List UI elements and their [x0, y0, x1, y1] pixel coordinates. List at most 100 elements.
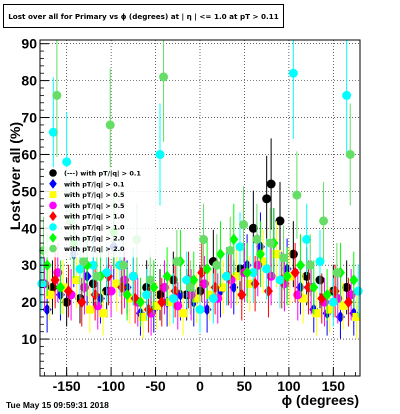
- y-tick-label: 40: [21, 220, 37, 236]
- data-point: [102, 268, 112, 278]
- legend-label: with pT/|q| > 1.0: [64, 224, 125, 233]
- timestamp: Tue May 15 09:59:31 2018: [6, 400, 109, 410]
- data-point: [165, 298, 174, 307]
- data-point: [77, 296, 87, 309]
- y-axis-title: Lost over all (%): [7, 122, 23, 230]
- data-point: [309, 281, 319, 294]
- data-point: [215, 248, 225, 261]
- data-point: [185, 282, 195, 292]
- legend-marker: [49, 232, 57, 243]
- data-point: [208, 293, 218, 303]
- data-point: [52, 90, 62, 100]
- data-point: [345, 149, 355, 159]
- data-point: [229, 233, 239, 246]
- data-point: [252, 234, 262, 244]
- legend-label: with pT/|q| > 0.5: [64, 202, 125, 211]
- data-point: [50, 274, 60, 286]
- data-point: [199, 234, 209, 244]
- data-point: [259, 257, 268, 266]
- data-point: [303, 281, 313, 294]
- data-point: [55, 281, 65, 294]
- data-point: [142, 290, 152, 300]
- legend-marker: [49, 223, 57, 231]
- data-point: [105, 120, 115, 130]
- data-point: [353, 286, 363, 296]
- marks-layer: [37, 40, 363, 339]
- y-tick-label: 90: [21, 36, 37, 52]
- data-point: [342, 90, 352, 100]
- data-point: [275, 216, 285, 226]
- data-point: [322, 288, 332, 301]
- chart-title: Lost over all for Primary vs ϕ (degrees)…: [8, 11, 279, 21]
- data-point: [212, 260, 222, 270]
- data-point: [352, 312, 361, 321]
- data-point: [325, 305, 334, 314]
- data-point: [48, 127, 58, 137]
- data-point: [75, 264, 85, 274]
- data-point: [225, 245, 235, 255]
- data-point: [295, 259, 305, 272]
- data-point: [197, 266, 207, 279]
- legend-marker: [49, 211, 57, 222]
- data-point: [219, 283, 228, 292]
- legend-marker: [49, 178, 57, 189]
- data-point: [222, 271, 232, 281]
- legend-marker: [49, 244, 57, 253]
- x-tick-label: 50: [237, 378, 253, 394]
- data-point: [155, 149, 165, 159]
- data-point: [125, 294, 134, 303]
- data-point: [248, 268, 258, 278]
- data-point: [317, 292, 327, 305]
- data-point: [202, 263, 212, 275]
- y-tick-label: 80: [21, 73, 37, 89]
- data-point: [265, 238, 275, 248]
- data-point: [159, 72, 169, 82]
- data-point: [292, 190, 302, 200]
- data-point: [168, 293, 178, 303]
- data-point: [315, 257, 325, 267]
- data-point: [290, 266, 300, 279]
- data-point: [172, 257, 182, 267]
- y-tick-label: 30: [21, 257, 37, 273]
- data-point: [37, 279, 47, 289]
- data-point: [266, 179, 276, 189]
- data-point: [162, 270, 172, 283]
- x-tick-label: -150: [53, 378, 81, 394]
- data-point: [210, 281, 220, 294]
- data-point: [119, 260, 129, 270]
- data-point: [179, 309, 188, 318]
- data-point: [302, 234, 312, 244]
- data-point: [145, 275, 155, 285]
- data-point: [45, 290, 54, 299]
- data-point: [279, 253, 289, 263]
- x-tick-label: -100: [97, 378, 125, 394]
- data-point: [88, 260, 98, 270]
- legend-label: with pT/|q| > 2.0: [64, 245, 125, 254]
- data-point: [343, 296, 353, 309]
- legend-label: with pT/|q| > 0.1: [64, 180, 125, 189]
- data-point: [182, 275, 192, 285]
- data-point: [92, 271, 102, 281]
- data-point: [275, 275, 285, 285]
- x-tick-label: 100: [277, 378, 301, 394]
- data-point: [205, 290, 214, 299]
- data-point: [62, 157, 72, 167]
- data-point: [229, 281, 239, 294]
- y-tick-label: 70: [21, 110, 37, 126]
- data-point: [262, 194, 272, 204]
- legend-label: with pT/|q| > 2.0: [64, 234, 125, 243]
- legend-marker: [49, 201, 57, 210]
- data-point: [152, 301, 161, 310]
- y-tick-label: 10: [21, 331, 37, 347]
- data-point: [319, 216, 329, 226]
- legend-marker: [49, 191, 57, 199]
- data-point: [128, 271, 138, 281]
- data-point: [195, 305, 205, 315]
- data-point: [139, 312, 148, 321]
- data-point: [239, 220, 249, 230]
- data-point: [135, 296, 145, 309]
- x-tick-label: 0: [196, 378, 204, 394]
- data-point: [305, 260, 315, 270]
